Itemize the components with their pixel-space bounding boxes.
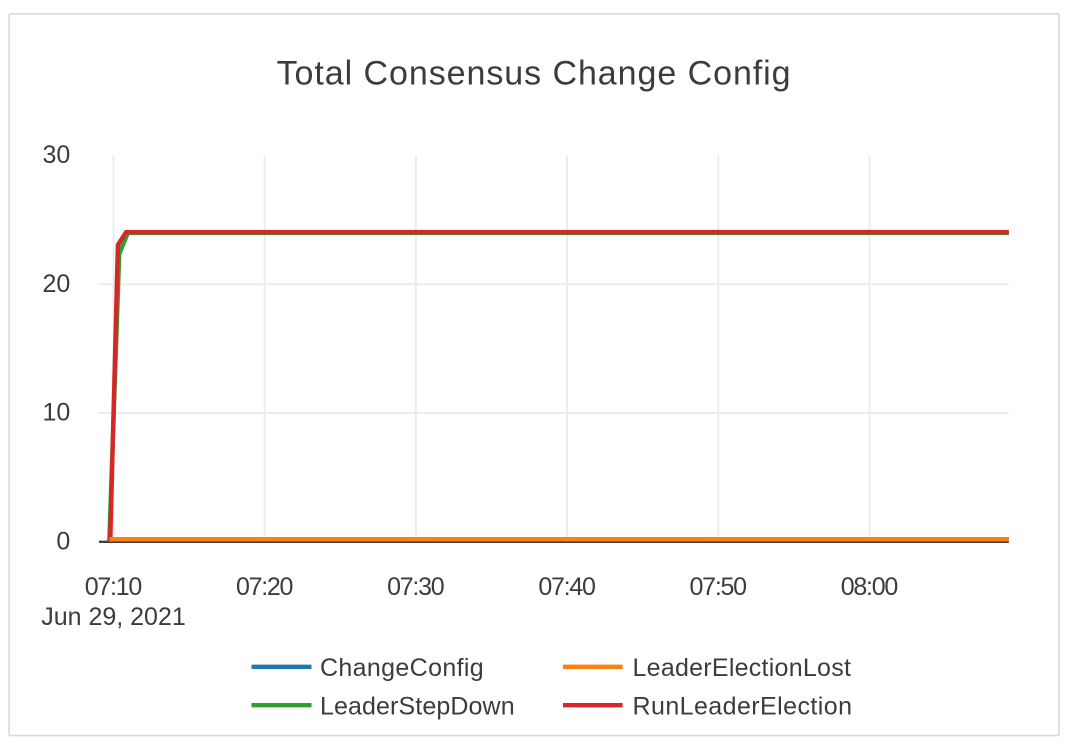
svg-text:Jun 29, 2021: Jun 29, 2021 <box>41 603 186 631</box>
svg-text:07:40: 07:40 <box>538 573 596 601</box>
svg-text:07:50: 07:50 <box>690 573 748 601</box>
svg-text:ChangeConfig: ChangeConfig <box>320 654 484 682</box>
svg-text:10: 10 <box>42 399 70 427</box>
svg-text:RunLeaderElection: RunLeaderElection <box>633 693 853 721</box>
svg-text:08:00: 08:00 <box>841 573 899 601</box>
svg-text:07:30: 07:30 <box>387 573 445 601</box>
svg-text:0: 0 <box>56 527 70 555</box>
svg-text:30: 30 <box>42 141 70 169</box>
svg-text:07:20: 07:20 <box>236 573 294 601</box>
svg-text:LeaderStepDown: LeaderStepDown <box>320 693 515 721</box>
svg-text:Total Consensus Change Config: Total Consensus Change Config <box>277 55 791 93</box>
svg-text:20: 20 <box>42 270 70 298</box>
svg-text:LeaderElectionLost: LeaderElectionLost <box>633 654 851 682</box>
svg-text:07:10: 07:10 <box>85 573 143 601</box>
